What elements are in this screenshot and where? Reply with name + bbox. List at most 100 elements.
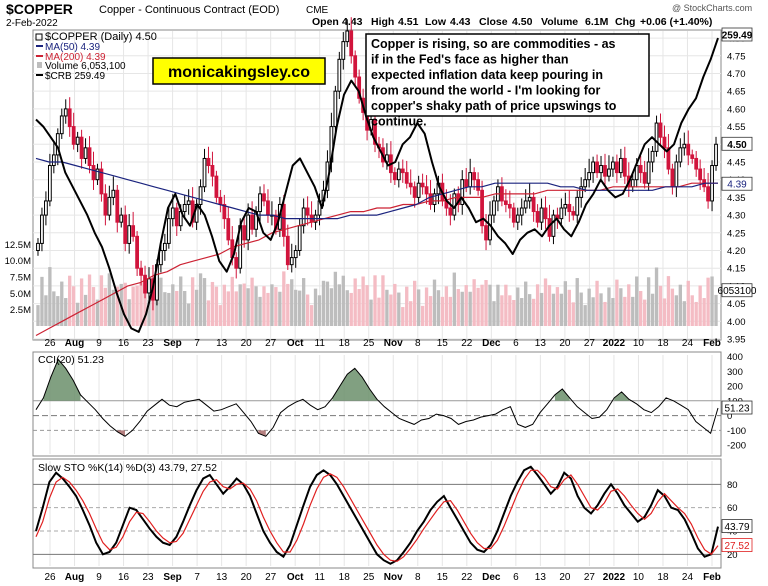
cci-overbought-fill: [614, 391, 629, 401]
high-value: 4.51: [398, 16, 419, 28]
volume-bar: [107, 273, 112, 326]
volume-bar: [393, 283, 397, 326]
candle-body: [51, 154, 56, 167]
candle-body: [143, 274, 147, 294]
candle-body: [103, 193, 108, 216]
open-label: Open: [312, 16, 339, 28]
x-tick-label: 13: [216, 338, 228, 349]
candle-body: [135, 235, 139, 269]
volume-bar: [468, 291, 472, 326]
sto-tick-label: 60: [727, 503, 738, 514]
candle-body: [115, 189, 120, 223]
volume-bar: [373, 275, 377, 326]
candle-body: [622, 157, 627, 177]
x-tick-label: 6: [513, 572, 519, 583]
candle-body: [654, 122, 659, 152]
candle-body: [67, 108, 72, 128]
candle-body: [297, 225, 302, 251]
x-tick-label: 24: [682, 338, 694, 349]
candle-body: [670, 168, 675, 188]
candle-body: [258, 193, 262, 213]
volume-bar: [68, 275, 72, 326]
candle-body: [301, 207, 306, 227]
volume-bar: [377, 297, 381, 326]
volume-bar: [186, 303, 191, 326]
candle-body: [428, 193, 433, 205]
x-tick-label: 18: [339, 572, 351, 583]
candle-body: [40, 214, 44, 244]
x-tick-label: 23: [143, 338, 155, 349]
volume-bar: [40, 276, 44, 326]
volume-bar: [424, 287, 429, 326]
candle-body: [107, 196, 112, 216]
volume-bar: [103, 287, 108, 326]
volume-bar: [270, 284, 274, 326]
volume-bar: [706, 277, 710, 326]
volume-bar: [662, 298, 667, 326]
x-tick-label: 27: [265, 572, 277, 583]
price-tick-label: 4.75: [727, 51, 746, 62]
candle-body: [222, 203, 227, 220]
volume-bar: [321, 280, 326, 326]
volume-bar: [298, 290, 302, 326]
candle-body: [285, 235, 290, 266]
volume-bar: [361, 276, 365, 326]
volume-tick-label: 12.5M: [5, 240, 31, 251]
candle-body: [551, 214, 556, 237]
annotation-text: Copper is rising, so are commodities - a…: [371, 37, 617, 129]
legend-ma200: MA(200) 4.39: [36, 52, 106, 63]
x-tick-label: Dec: [482, 572, 501, 583]
volume-bar: [623, 296, 627, 326]
candle-body: [698, 168, 703, 181]
cci-tick-label: 0: [727, 411, 732, 422]
volume-bar: [87, 274, 92, 326]
candle-body: [131, 225, 136, 237]
volume-bar: [420, 305, 425, 326]
candle-body: [162, 242, 167, 251]
cci-tick-label: -200: [727, 441, 746, 452]
promo-text[interactable]: monicakingsley.co: [168, 64, 310, 81]
x-tick-label: 22: [461, 572, 473, 583]
x-tick-label: Feb: [703, 338, 721, 349]
volume-bar: [492, 301, 496, 326]
crb-line: [35, 37, 719, 333]
candle-body: [186, 200, 191, 205]
price-last-tag-box: [721, 136, 753, 151]
price-last-tag: 4.50: [727, 140, 747, 151]
cci-tick-label: 200: [727, 382, 743, 393]
candle-body: [674, 161, 679, 188]
candle-body: [666, 147, 671, 170]
candle-body: [408, 182, 413, 188]
volume-bar: [607, 287, 611, 326]
volume-bar: [579, 292, 583, 326]
promo-badge[interactable]: monicakingsley.co: [152, 57, 326, 85]
volume-bar: [266, 292, 270, 326]
x-tick-label: Oct: [287, 572, 304, 583]
volume-bar: [305, 294, 310, 326]
legend-ma50: MA(50) 4.39: [36, 42, 100, 53]
candle-body: [210, 165, 215, 177]
legend-price: $COPPER (Daily) 4.50: [35, 31, 157, 43]
volume-bar: [583, 305, 587, 326]
volume-bar: [214, 286, 219, 326]
volume-bar: [428, 296, 433, 326]
x-tick-label: 20: [559, 572, 571, 583]
x-tick-label: 13: [535, 338, 547, 349]
candle-body: [206, 157, 211, 167]
candle-body: [543, 207, 548, 220]
candle-body: [472, 172, 477, 181]
volume-bar: [135, 285, 139, 326]
volume-bar: [79, 278, 84, 326]
volume-bar: [397, 292, 401, 326]
x-tick-label: 20: [241, 338, 253, 349]
cci-tick-label: 300: [727, 367, 743, 378]
volume-bar: [409, 301, 413, 326]
volume-bar: [95, 299, 100, 326]
x-tick-label: 20: [241, 572, 253, 583]
candle-body: [166, 218, 171, 244]
volume-bar: [52, 291, 56, 326]
cci-tick-label: 400: [727, 352, 743, 363]
x-tick-label: 8: [415, 338, 421, 349]
volume-bar: [262, 286, 266, 326]
